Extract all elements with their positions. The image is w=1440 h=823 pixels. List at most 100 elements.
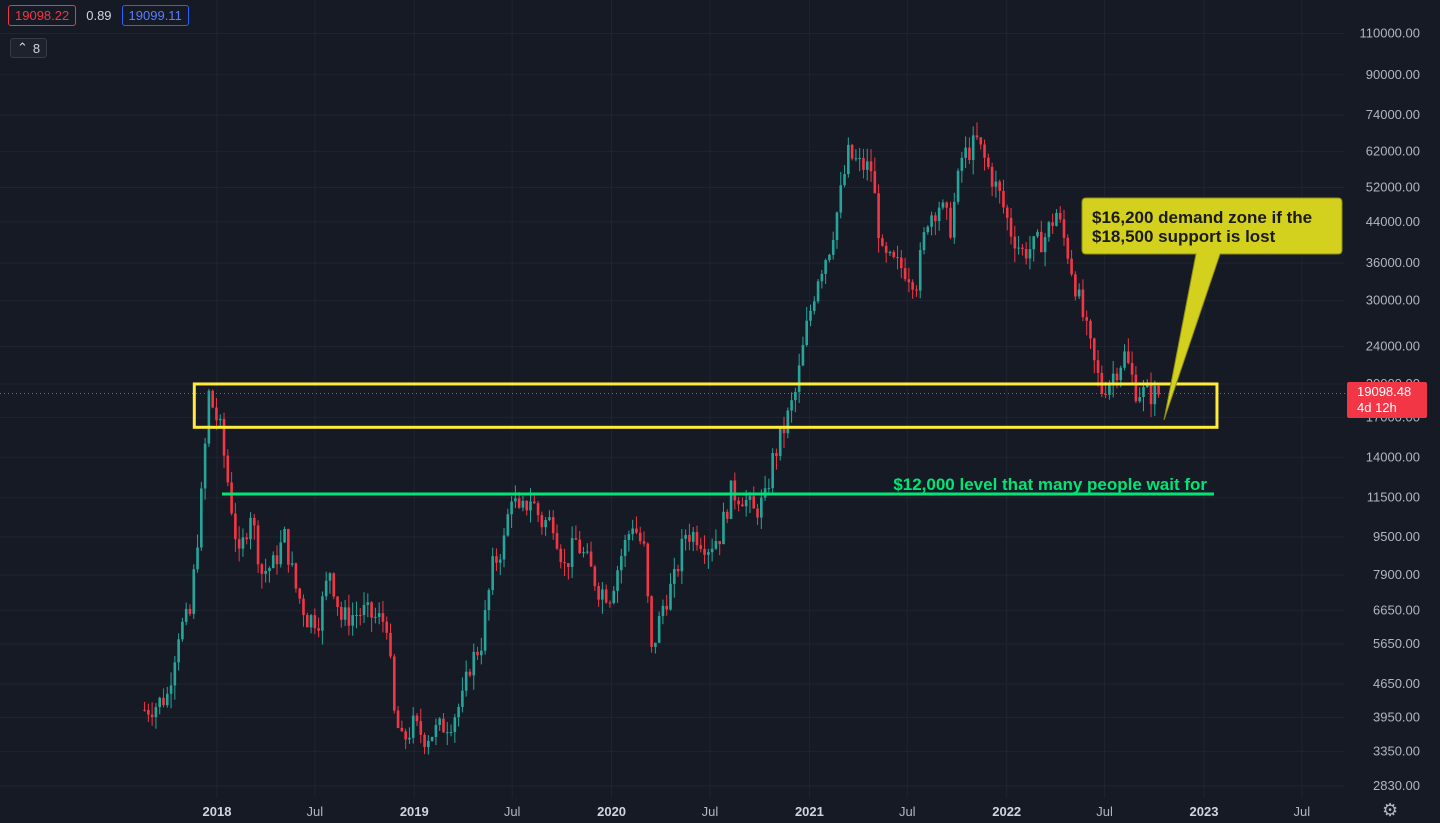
y-tick-label: 5650.00 [1373, 636, 1420, 651]
ask-price[interactable]: 19099.11 [121, 5, 189, 26]
candle-body [480, 650, 483, 656]
candle-body [328, 573, 332, 581]
candle-body [722, 511, 725, 545]
candle-body [771, 453, 774, 489]
candle-body [1066, 237, 1070, 259]
candle-body [654, 642, 657, 647]
candle-body [635, 528, 638, 533]
candle-body [396, 710, 400, 728]
candle-body [869, 161, 873, 172]
indicator-count: 8 [32, 40, 41, 56]
candle-body [1024, 249, 1028, 259]
candle-body [1145, 385, 1149, 387]
candle-body [196, 547, 199, 570]
candle-body [521, 500, 525, 508]
candle-body [960, 157, 964, 171]
candle-body [964, 147, 967, 158]
candle-body [464, 671, 468, 691]
x-tick-label: Jul [702, 804, 719, 819]
candle-body [850, 144, 854, 159]
candle-body [582, 552, 585, 554]
bid-price[interactable]: 19098.22 [8, 5, 77, 26]
candle-body [862, 158, 865, 170]
candle-body [990, 166, 994, 187]
y-tick-label: 62000.00 [1366, 143, 1420, 158]
candle-body [873, 171, 877, 194]
candle-body [555, 533, 559, 549]
candle-body [725, 511, 729, 519]
candlestick-series [143, 122, 1160, 755]
candle-body [1005, 207, 1009, 218]
candle-body [646, 543, 650, 597]
candle-body [1130, 363, 1134, 375]
candle-body [1077, 289, 1081, 297]
gear-icon[interactable]: ⚙ [1382, 800, 1399, 820]
candle-body [430, 736, 434, 741]
candle-body [143, 709, 146, 711]
candle-body [597, 586, 600, 600]
candle-body [366, 602, 370, 605]
candle-body [835, 212, 839, 240]
candle-body [638, 532, 642, 542]
y-tick-label: 3350.00 [1373, 743, 1420, 758]
y-tick-label: 52000.00 [1366, 180, 1420, 195]
candle-body [294, 563, 298, 589]
candle-body [290, 563, 294, 565]
candle-body [411, 715, 415, 738]
candle-body [903, 268, 907, 280]
candle-body [150, 714, 154, 718]
candle-body [790, 400, 793, 411]
y-tick-label: 110000.00 [1360, 26, 1421, 41]
candle-body [778, 428, 782, 456]
candle-body [877, 193, 880, 239]
y-tick-label: 24000.00 [1366, 338, 1420, 353]
candle-body [377, 613, 381, 617]
candle-body [1036, 231, 1039, 237]
candle-body [809, 310, 812, 321]
candle-body [703, 548, 706, 555]
candle-body [585, 551, 589, 553]
candle-body [1040, 231, 1043, 253]
indicators-collapse-button[interactable]: ⌃ 8 [10, 38, 48, 58]
candle-body [389, 632, 392, 657]
candle-body [574, 538, 578, 540]
candle-body [385, 621, 389, 633]
candle-body [567, 563, 570, 568]
candle-body [275, 555, 279, 565]
callout-text-line: $18,500 support is lost [1092, 227, 1276, 246]
y-tick-label: 7900.00 [1373, 567, 1420, 582]
candle-body [669, 583, 672, 610]
x-tick-label: 2021 [795, 804, 824, 819]
y-tick-label: 90000.00 [1366, 67, 1420, 82]
candle-body [707, 552, 710, 555]
candle-body [1070, 258, 1073, 275]
candle-body [896, 257, 899, 259]
x-tick-label: 2020 [597, 804, 626, 819]
candle-body [514, 498, 517, 502]
x-tick-label: Jul [899, 804, 916, 819]
x-tick-label: 2022 [992, 804, 1021, 819]
y-tick-label: 74000.00 [1366, 107, 1420, 122]
candle-body [271, 555, 275, 569]
candle-body [222, 418, 226, 456]
candle-body [252, 517, 256, 526]
candle-body [1074, 274, 1077, 297]
candle-body [506, 514, 510, 536]
candle-body [1081, 289, 1085, 318]
y-tick-label: 36000.00 [1366, 255, 1420, 270]
candle-body [843, 174, 846, 186]
candle-body [245, 537, 249, 540]
candle-body [1157, 385, 1160, 395]
candle-body [340, 606, 343, 620]
candle-body [828, 254, 831, 261]
candle-body [487, 590, 491, 611]
y-tick-label: 9500.00 [1373, 529, 1420, 544]
candle-body [578, 539, 581, 554]
candle-body [468, 671, 472, 676]
candle-body [688, 534, 691, 542]
candle-body [1089, 320, 1092, 339]
candle-body [695, 531, 699, 546]
candle-body [241, 537, 245, 549]
candle-body [415, 715, 419, 722]
